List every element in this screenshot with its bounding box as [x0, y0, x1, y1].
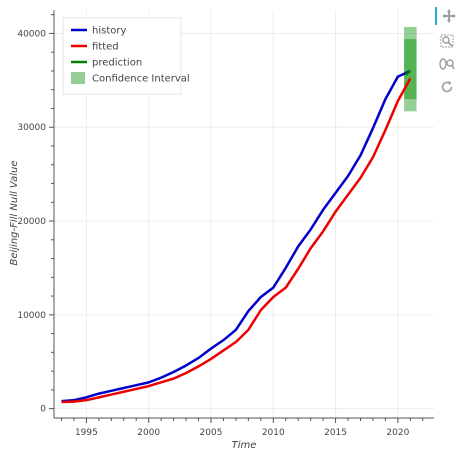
tick-labels: 1995 2000 2005 2010 2015 2020 0 10000 20000 30000… — [17, 14, 424, 438]
legend-label: history — [92, 26, 126, 37]
axes — [53, 10, 434, 419]
y-axis-label: Beijing-Fill Null Value — [9, 160, 20, 265]
x-tick-label: 2005 — [200, 428, 223, 438]
series-lines — [61, 69, 412, 404]
box-zoom-icon[interactable] — [438, 32, 456, 50]
series-history — [61, 69, 411, 403]
y-tick-label: 20000 — [17, 217, 46, 227]
series-prediction — [404, 69, 412, 76]
x-tick-label: 2015 — [324, 428, 347, 438]
y-tick-label: 40000 — [17, 29, 46, 39]
confidence-interval — [404, 26, 417, 112]
legend: history fitted prediction Confidence Interv… — [62, 17, 190, 95]
pan-icon[interactable] — [435, 7, 458, 25]
x-tick-label: 1995 — [75, 428, 98, 438]
x-tick-label: 2010 — [262, 428, 285, 438]
y-tick-label: 30000 — [17, 123, 46, 133]
series-fitted — [61, 77, 412, 404]
x-tick-label: 2000 — [137, 428, 160, 438]
toolbar — [435, 5, 457, 105]
legend-label: Confidence Interval — [92, 74, 190, 85]
y-tick-label: 10000 — [17, 311, 46, 321]
confidence-interval-inner — [404, 39, 417, 100]
y-tick-label: 0 — [40, 405, 46, 415]
legend-label: fitted — [92, 42, 119, 53]
wheel-zoom-icon[interactable] — [438, 55, 456, 73]
x-axis-label: Time — [232, 440, 257, 451]
reset-icon[interactable] — [438, 78, 456, 96]
legend-label: prediction — [92, 58, 142, 69]
x-tick-label: 2020 — [386, 428, 409, 438]
legend-swatch-confidence-interval — [71, 72, 85, 84]
